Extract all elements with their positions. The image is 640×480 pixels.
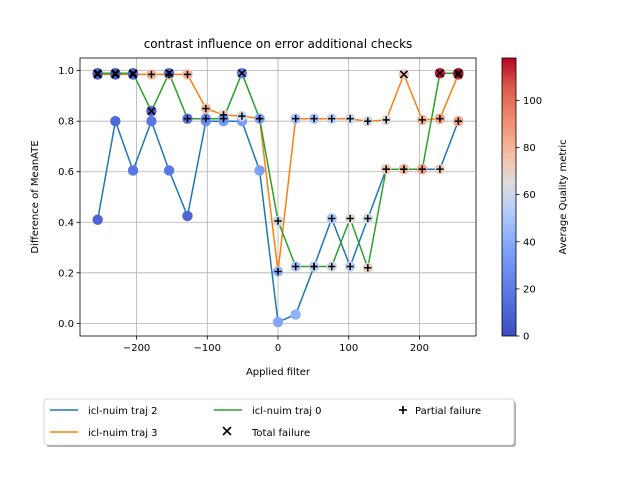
total-failure-marker bbox=[237, 68, 247, 78]
partial-failure-marker bbox=[165, 70, 173, 79]
y-tick-label: 1.0 bbox=[58, 66, 74, 77]
total-failure-marker bbox=[93, 68, 102, 78]
total-failure-marker bbox=[93, 70, 102, 79]
chart-title: contrast influence on error additional c… bbox=[144, 37, 413, 51]
colorbar-tick-label: 100 bbox=[523, 96, 542, 107]
partial-failure-marker bbox=[328, 115, 336, 123]
legend: icl-nuim traj 2 icl-nuim traj 3 icl-nuim… bbox=[43, 398, 516, 447]
partial-failure-marker bbox=[400, 165, 408, 173]
partial-failure-marker bbox=[418, 116, 426, 124]
quality-point bbox=[254, 165, 265, 176]
quality-point bbox=[182, 210, 193, 222]
x-tick-label: 200 bbox=[410, 343, 429, 354]
y-axis-label: Difference of MeanATE bbox=[30, 140, 41, 253]
total-failure-marker bbox=[147, 106, 156, 116]
y-axis-ticks: 0.0 0.2 0.4 0.6 0.8 1.0 bbox=[58, 66, 80, 330]
legend-label-traj2: icl-nuim traj 2 bbox=[88, 406, 158, 417]
total-failure-marker bbox=[111, 70, 120, 79]
grid-lines bbox=[80, 58, 476, 336]
x-tick-label: 100 bbox=[339, 343, 358, 354]
partial-failure-marker bbox=[418, 165, 426, 173]
partial-failure-marker bbox=[364, 117, 372, 125]
quality-point bbox=[92, 214, 103, 225]
partial-failure-marker bbox=[238, 112, 246, 120]
partial-failure-marker bbox=[436, 115, 444, 123]
partial-failure-marker bbox=[454, 117, 462, 125]
legend-label-traj3: icl-nuim traj 3 bbox=[88, 428, 158, 439]
colorbar-ticks: 0 20 40 60 80 100 bbox=[516, 96, 542, 343]
partial-failure-marker bbox=[310, 262, 318, 271]
total-failure-marker bbox=[128, 70, 138, 79]
total-failure-marker bbox=[111, 68, 120, 78]
partial-failure-marker bbox=[274, 267, 282, 276]
total-failure-marker bbox=[399, 70, 409, 79]
colorbar-label: Average Quality metric bbox=[558, 139, 569, 254]
partial-failure-marker bbox=[382, 165, 390, 173]
colorbar-tick-label: 20 bbox=[523, 284, 536, 295]
partial-failure-marker bbox=[274, 217, 282, 225]
partial-failure-marker bbox=[346, 214, 354, 223]
x-tick-label: 0 bbox=[275, 343, 281, 354]
partial-failure-marker bbox=[346, 262, 354, 271]
partial-failure-marker bbox=[256, 115, 264, 123]
y-tick-label: 0.8 bbox=[58, 117, 74, 128]
partial-failure-marker bbox=[202, 115, 210, 123]
colorbar-tick-label: 0 bbox=[523, 332, 529, 343]
partial-failure-marker bbox=[183, 115, 192, 123]
x-axis-ticks: −200 −100 0 100 200 bbox=[123, 336, 429, 354]
colorbar-tick-label: 80 bbox=[523, 143, 536, 154]
total-failure-marker bbox=[128, 68, 138, 78]
legend-plus-marker bbox=[399, 406, 407, 414]
y-tick-label: 0.2 bbox=[58, 268, 74, 279]
colorbar: 0 20 40 60 80 100 Average Quality metric bbox=[501, 57, 569, 343]
partial-failure-marker bbox=[364, 214, 372, 223]
partial-failure-marker bbox=[328, 214, 336, 223]
partial-failure-marker bbox=[202, 104, 210, 113]
partial-failure-marker bbox=[382, 116, 390, 124]
failure-markers bbox=[93, 68, 463, 276]
partial-failure-marker bbox=[328, 262, 336, 271]
total-failure-marker bbox=[164, 68, 174, 78]
quality-point bbox=[146, 115, 157, 127]
x-tick-label: −100 bbox=[194, 343, 221, 354]
y-tick-label: 0.4 bbox=[58, 218, 74, 229]
y-tick-label: 0.6 bbox=[58, 167, 74, 178]
y-tick-label: 0.0 bbox=[58, 319, 74, 330]
total-failure-marker bbox=[454, 70, 463, 79]
quality-point bbox=[127, 165, 139, 176]
partial-failure-marker bbox=[310, 115, 318, 123]
legend-label-partial-failure: Partial failure bbox=[415, 406, 481, 417]
quality-point bbox=[272, 316, 284, 328]
partial-failure-marker bbox=[292, 115, 300, 123]
x-tick-label: −200 bbox=[123, 343, 150, 354]
partial-failure-marker bbox=[147, 70, 156, 79]
total-failure-marker bbox=[454, 68, 463, 78]
partial-failure-marker bbox=[183, 70, 192, 79]
quality-point bbox=[290, 309, 301, 320]
colorbar-gradient bbox=[501, 57, 517, 337]
partial-failure-marker bbox=[436, 165, 444, 173]
total-failure-marker bbox=[435, 68, 445, 78]
partial-failure-marker bbox=[219, 115, 228, 123]
legend-label-traj0: icl-nuim traj 0 bbox=[252, 406, 322, 417]
colorbar-tick-label: 60 bbox=[523, 190, 536, 201]
quality-point bbox=[110, 115, 121, 127]
partial-failure-marker bbox=[364, 264, 372, 272]
legend-frame bbox=[43, 398, 515, 446]
legend-x-marker bbox=[222, 426, 232, 436]
legend-label-total-failure: Total failure bbox=[251, 428, 310, 439]
x-axis-label: Applied filter bbox=[246, 367, 311, 378]
partial-failure-marker bbox=[292, 262, 300, 271]
colorbar-tick-label: 40 bbox=[523, 237, 536, 248]
partial-failure-marker bbox=[346, 115, 354, 123]
quality-point bbox=[163, 165, 175, 176]
